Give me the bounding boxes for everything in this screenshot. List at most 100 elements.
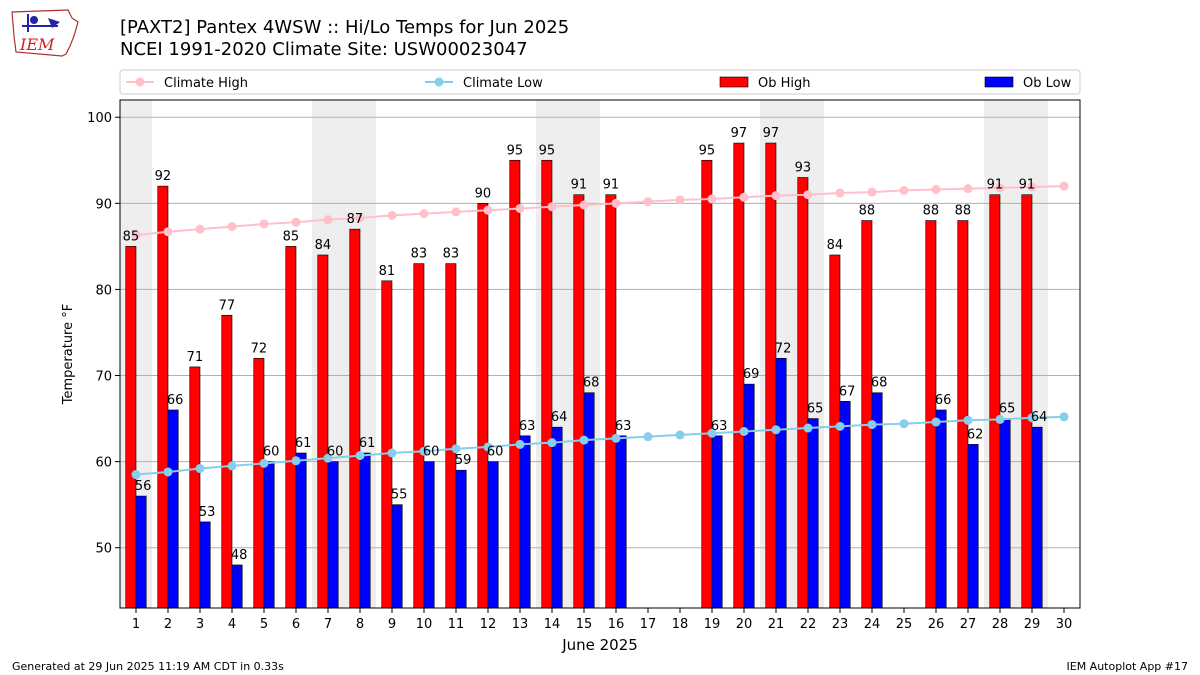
legend-bar-swatch bbox=[719, 76, 749, 88]
ob-high-label: 77 bbox=[219, 298, 236, 313]
app-credit: IEM Autoplot App #17 bbox=[1066, 660, 1189, 673]
ob-high-label: 91 bbox=[987, 178, 1004, 193]
x-tick-label: 11 bbox=[448, 617, 465, 632]
ob-low-label: 66 bbox=[935, 393, 952, 408]
climate-high-point bbox=[1059, 181, 1069, 191]
ob-low-label: 65 bbox=[807, 402, 824, 417]
ob-low-bar bbox=[583, 392, 595, 609]
climate-high-point bbox=[419, 209, 429, 219]
ob-low-bar bbox=[295, 452, 307, 609]
chart-title: [PAXT2] Pantex 4WSW :: Hi/Lo Temps for J… bbox=[120, 17, 570, 38]
climate-low-point bbox=[355, 451, 365, 461]
ob-high-bar bbox=[541, 159, 553, 609]
ob-high-label: 84 bbox=[315, 238, 332, 253]
ob-low-label: 62 bbox=[967, 427, 984, 442]
ob-low-bar bbox=[519, 435, 531, 609]
ob-low-label: 61 bbox=[359, 436, 376, 451]
climate-low-point bbox=[643, 432, 653, 442]
ob-low-bar bbox=[1031, 426, 1043, 609]
ob-low-label: 64 bbox=[551, 410, 568, 425]
ob-low-label: 68 bbox=[583, 376, 600, 391]
x-tick-label: 26 bbox=[928, 617, 945, 632]
ob-low-bar bbox=[391, 504, 403, 609]
ob-low-label: 64 bbox=[1031, 410, 1048, 425]
y-tick-label: 100 bbox=[87, 111, 112, 126]
climate-high-point bbox=[963, 184, 973, 194]
ob-low-bar bbox=[263, 461, 275, 609]
ob-low-bar bbox=[615, 435, 627, 609]
ob-low-label: 69 bbox=[743, 367, 760, 382]
x-tick-label: 12 bbox=[480, 617, 497, 632]
y-tick-label: 80 bbox=[95, 283, 112, 298]
logo-text: IEM bbox=[19, 35, 55, 54]
climate-low-point bbox=[547, 438, 557, 448]
climate-low-point bbox=[963, 415, 973, 425]
x-tick-label: 22 bbox=[800, 617, 817, 632]
climate-low-point bbox=[803, 423, 813, 433]
ob-high-bar bbox=[381, 280, 393, 609]
ob-low-label: 67 bbox=[839, 384, 856, 399]
climate-high-point bbox=[355, 213, 365, 223]
x-tick-label: 15 bbox=[576, 617, 593, 632]
x-tick-label: 5 bbox=[260, 617, 268, 632]
ob-low-bar bbox=[327, 461, 339, 609]
climate-low-point bbox=[483, 442, 493, 452]
legend-marker-swatch bbox=[135, 77, 145, 87]
legend-label: Ob Low bbox=[1023, 76, 1072, 91]
climate-high-point bbox=[611, 198, 621, 208]
x-tick-label: 3 bbox=[196, 617, 204, 632]
climate-high-point bbox=[675, 195, 685, 205]
ob-low-bar bbox=[551, 426, 563, 609]
climate-high-line bbox=[135, 185, 1065, 237]
x-axis-label: June 2025 bbox=[561, 636, 638, 654]
ob-low-label: 63 bbox=[615, 419, 632, 434]
x-tick-label: 24 bbox=[864, 617, 881, 632]
ob-high-bar bbox=[573, 194, 585, 609]
climate-low-point bbox=[163, 467, 173, 477]
ob-high-label: 93 bbox=[795, 160, 812, 175]
climate-high-point bbox=[1027, 182, 1037, 192]
ob-low-label: 65 bbox=[999, 402, 1016, 417]
climate-low-point bbox=[419, 446, 429, 456]
climate-low-point bbox=[995, 414, 1005, 424]
ob-low-bar bbox=[743, 383, 755, 609]
ob-high-label: 85 bbox=[283, 229, 300, 244]
climate-low-point bbox=[131, 470, 141, 480]
x-tick-label: 25 bbox=[896, 617, 913, 632]
ob-high-bar bbox=[253, 358, 265, 609]
ob-high-label: 83 bbox=[443, 247, 460, 262]
ob-high-label: 88 bbox=[923, 204, 940, 219]
climate-high-point bbox=[291, 217, 301, 227]
ob-high-label: 83 bbox=[411, 247, 428, 262]
ob-low-bar bbox=[455, 469, 467, 609]
x-tick-label: 7 bbox=[324, 617, 332, 632]
climate-high-point bbox=[771, 191, 781, 201]
x-tick-label: 27 bbox=[960, 617, 977, 632]
x-tick-label: 18 bbox=[672, 617, 689, 632]
ob-low-label: 60 bbox=[487, 445, 504, 460]
climate-high-point bbox=[483, 205, 493, 215]
ob-low-label: 55 bbox=[391, 488, 408, 503]
legend-label: Ob High bbox=[758, 76, 811, 91]
ob-high-bar bbox=[285, 246, 297, 609]
climate-high-point bbox=[163, 227, 173, 237]
legend-marker-swatch bbox=[434, 77, 444, 87]
climate-high-point bbox=[195, 224, 205, 234]
climate-low-point bbox=[323, 453, 333, 463]
ob-high-bar bbox=[349, 228, 361, 609]
climate-high-point bbox=[323, 215, 333, 225]
climate-high-point bbox=[259, 219, 269, 229]
climate-low-point bbox=[899, 419, 909, 429]
y-tick-label: 60 bbox=[95, 456, 112, 471]
ob-low-label: 61 bbox=[295, 436, 312, 451]
climate-high-point bbox=[643, 197, 653, 207]
climate-low-point bbox=[387, 448, 397, 458]
ob-low-bar bbox=[167, 409, 179, 609]
ob-high-label: 72 bbox=[251, 341, 268, 356]
ob-high-label: 71 bbox=[187, 350, 204, 365]
x-tick-label: 21 bbox=[768, 617, 785, 632]
climate-high-point bbox=[387, 210, 397, 220]
climate-high-point bbox=[867, 187, 877, 197]
ob-low-label: 53 bbox=[199, 505, 216, 520]
ob-low-label: 56 bbox=[135, 479, 152, 494]
